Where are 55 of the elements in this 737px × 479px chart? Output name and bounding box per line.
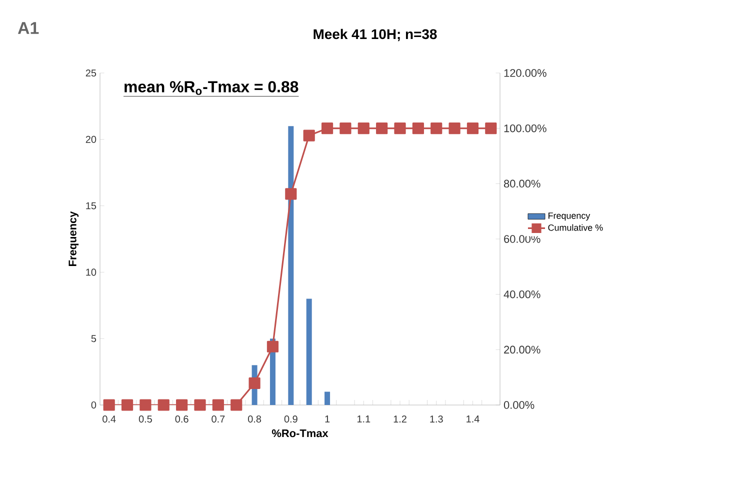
point xyxy=(485,122,497,134)
point xyxy=(212,399,224,411)
chart-title: Meek 41 10H; n=38 xyxy=(314,28,437,42)
point xyxy=(176,399,188,411)
y-tick-label: 15 xyxy=(86,202,96,210)
y-tick-label: 0 xyxy=(91,401,96,409)
point xyxy=(248,377,260,389)
y2-tick-label: 40.00% xyxy=(504,290,540,298)
y-axis-title: Frequency xyxy=(68,211,79,266)
x-tick-label: 0.5 xyxy=(138,416,152,423)
point xyxy=(358,122,370,134)
point xyxy=(103,399,115,411)
point xyxy=(266,340,279,352)
y2-tick-label: 120.00% xyxy=(504,69,546,77)
point xyxy=(230,399,242,411)
point xyxy=(430,122,442,134)
x-tick-label: 0.6 xyxy=(175,416,188,423)
x-tick-label: 0.8 xyxy=(248,416,262,423)
x-tick-label: 0.9 xyxy=(284,416,298,423)
x-tick-label: 1.4 xyxy=(466,416,480,422)
point xyxy=(412,122,424,134)
x-tick-label: 1 xyxy=(325,416,330,422)
point xyxy=(285,188,297,200)
point xyxy=(448,122,460,134)
bar xyxy=(306,298,312,405)
x-tick-label: 1.3 xyxy=(430,416,443,423)
bar xyxy=(288,126,294,405)
point xyxy=(466,122,479,134)
annotation: mean %R$_{o}$-Tmax = 0.88 xyxy=(124,81,298,95)
point xyxy=(376,122,388,134)
y-tick-label: 5 xyxy=(91,335,96,342)
y-tick-label: 20 xyxy=(86,136,96,143)
x-tick-label: 1.1 xyxy=(357,416,370,422)
point xyxy=(194,399,206,411)
point xyxy=(340,122,352,134)
x-tick-label: 0.7 xyxy=(212,416,225,423)
y2-tick-label: 100.00% xyxy=(504,124,546,132)
y2-tick-label: 80.00% xyxy=(504,180,540,188)
y-tick-label: 10 xyxy=(86,268,96,276)
point xyxy=(321,122,334,134)
text: A1 xyxy=(18,22,39,34)
y-tick-label: 25 xyxy=(86,69,96,77)
point xyxy=(394,122,406,134)
point xyxy=(158,399,170,411)
bar xyxy=(324,392,330,405)
x-axis-title: %Ro-Tmax xyxy=(272,429,328,438)
x-tick-label: 0.4 xyxy=(102,416,116,423)
legend-label: Frequency xyxy=(548,212,590,221)
legend-label: Cumulative % xyxy=(548,224,603,231)
y2-tick-label: 20.00% xyxy=(504,346,540,354)
x-tick-label: 1.2 xyxy=(394,416,406,422)
point xyxy=(303,130,315,142)
point xyxy=(121,399,134,411)
y2-tick-label: 0.00% xyxy=(504,401,534,409)
point xyxy=(140,399,152,411)
